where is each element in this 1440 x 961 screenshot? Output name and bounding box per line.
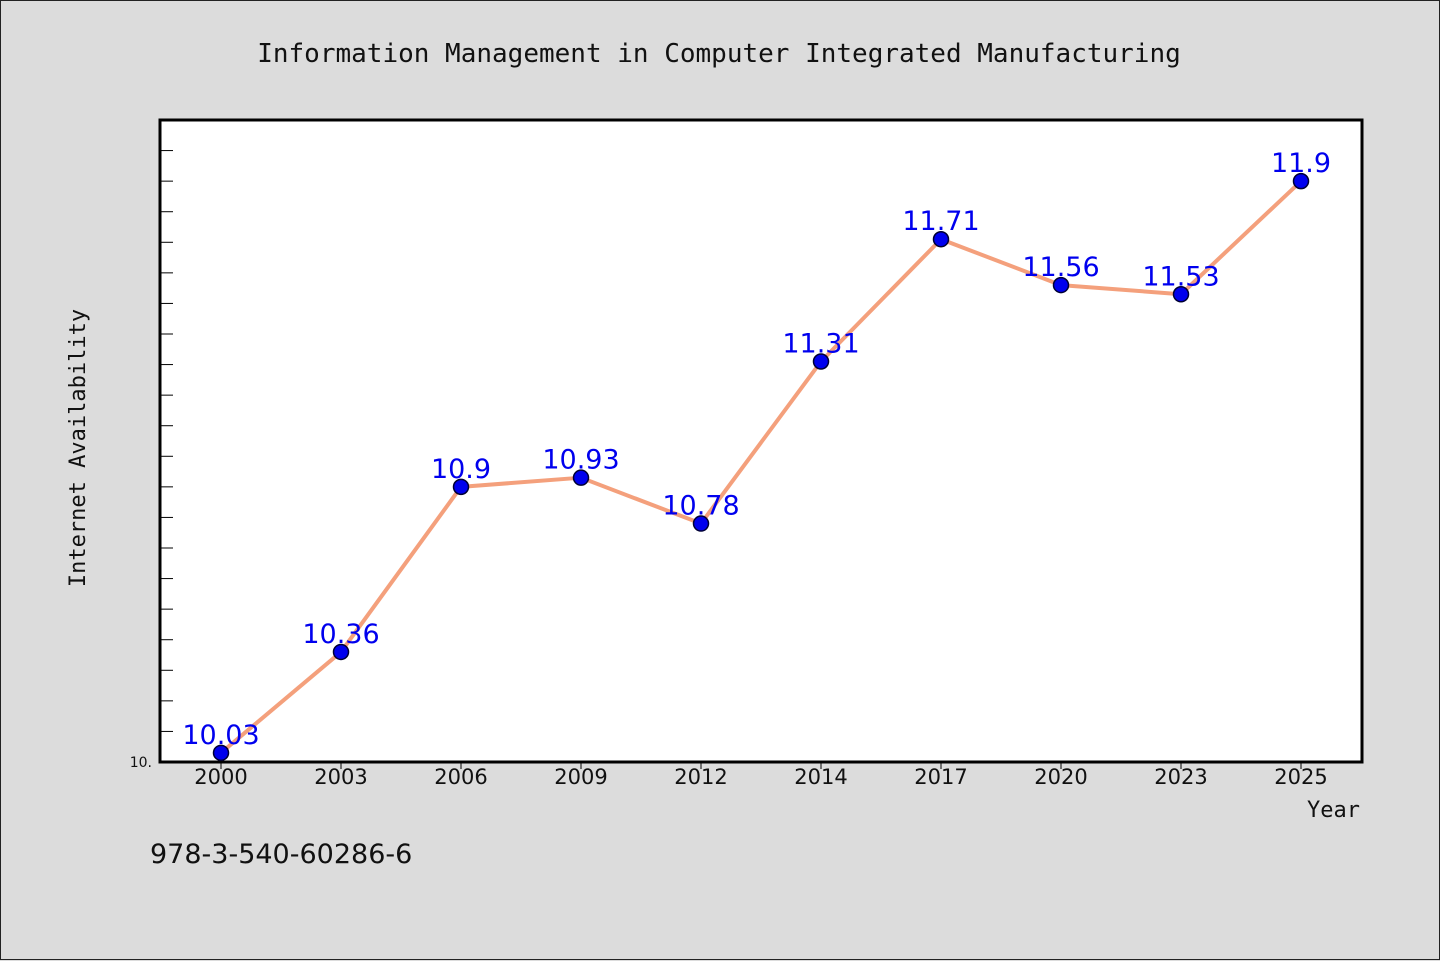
x-axis-ticks [220, 762, 1302, 769]
chart-title: Information Management in Computer Integ… [257, 39, 1181, 69]
series-markers [212, 172, 1310, 762]
data-label: 11.53 [1142, 261, 1219, 292]
data-point [1172, 286, 1190, 303]
data-label: 11.56 [1022, 252, 1099, 283]
data-label: 10.9 [431, 454, 491, 485]
y-tick-label-10: 10. [130, 755, 152, 771]
data-labels: 10.03 10.36 10.9 10.93 10.78 11.31 11.71 11.56 1… [182, 148, 1331, 751]
data-point [212, 744, 230, 762]
data-label: 11.71 [902, 206, 979, 237]
x-tick-label: 2009 [554, 765, 607, 789]
x-tick-label: 2014 [794, 765, 847, 789]
x-tick-label: 2000 [194, 765, 247, 789]
y-axis-minor-ticks [160, 119, 173, 763]
data-point [692, 515, 710, 532]
x-tick-labels: 2000 2003 2006 2009 2012 2014 2017 2020 2023 2025 [194, 765, 1327, 789]
x-tick-label: 2020 [1034, 765, 1087, 789]
data-point [572, 469, 590, 486]
data-label: 10.93 [542, 445, 619, 476]
x-tick-label: 2003 [314, 765, 367, 789]
data-point [812, 353, 830, 370]
data-point [452, 478, 470, 496]
y-axis-label: Internet Availability [66, 309, 91, 587]
data-label: 10.36 [302, 619, 379, 650]
x-axis-label: Year [1307, 798, 1360, 823]
data-label: 11.9 [1271, 148, 1331, 179]
x-tick-label: 2025 [1274, 765, 1327, 789]
data-label: 10.03 [182, 720, 259, 751]
x-tick-label: 2017 [914, 765, 967, 789]
x-tick-label: 2023 [1154, 765, 1207, 789]
data-point [1292, 172, 1310, 190]
series-line [219, 179, 1303, 755]
data-label: 11.31 [782, 329, 859, 360]
x-tick-label: 2006 [434, 765, 487, 789]
data-point [932, 230, 950, 248]
data-point [332, 643, 350, 661]
x-tick-label: 2012 [674, 765, 727, 789]
data-label: 10.78 [662, 491, 739, 522]
footer-text: 978-3-540-60286-6 [150, 839, 412, 870]
data-point [1052, 276, 1070, 294]
